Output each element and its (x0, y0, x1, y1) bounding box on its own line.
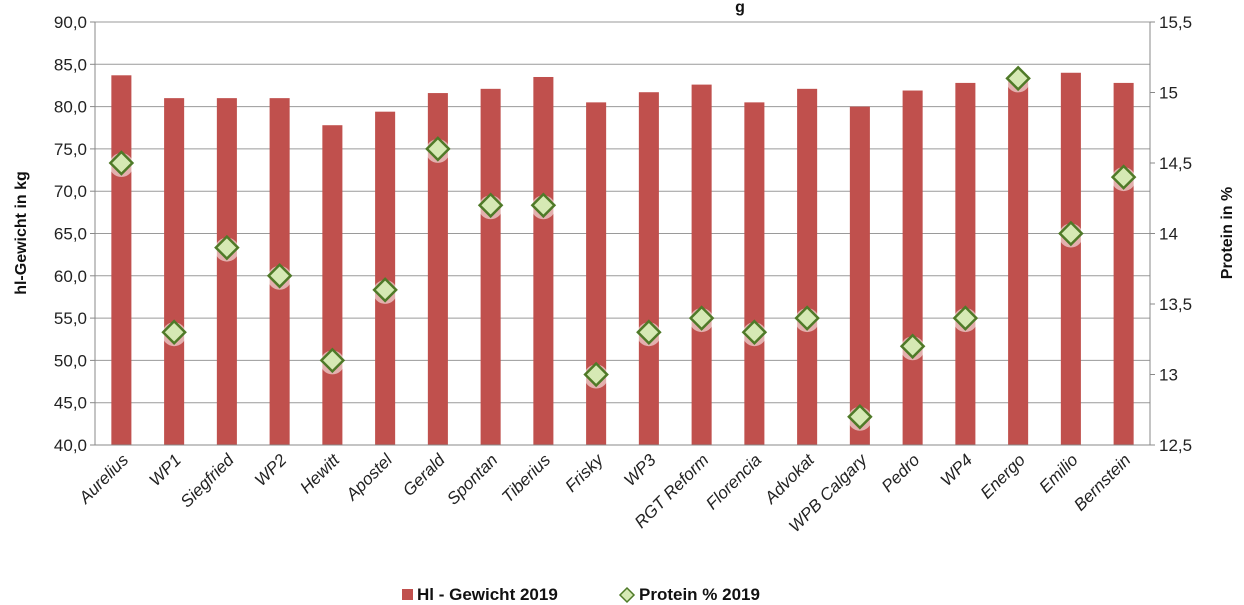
category-label: Siegfried (177, 450, 238, 511)
y2-axis-title: Protein in % (1219, 187, 1236, 279)
category-label: Florencia (702, 450, 765, 513)
protein-marker (847, 404, 873, 430)
protein-marker (214, 234, 240, 261)
protein-marker (425, 136, 451, 162)
legend-label-protein: Protein % 2019 (639, 585, 760, 604)
y-tick-label: 45,0 (54, 394, 87, 413)
category-label: Hewitt (296, 449, 344, 497)
bar (586, 102, 607, 446)
bar (533, 76, 554, 446)
legend-swatch-hl-gewicht (402, 589, 413, 600)
bar (849, 106, 870, 445)
y-tick-label: 40,0 (54, 436, 87, 455)
y-tick-label: 70,0 (54, 182, 87, 201)
legend-swatch-protein (618, 586, 636, 604)
bar (164, 98, 185, 445)
right-axis-ticks: 12,5 13 13,5 14 14,5 15 15,5 (1159, 13, 1192, 455)
bar (1008, 76, 1029, 446)
y-tick-label: 85,0 (54, 55, 87, 74)
protein-marker (161, 319, 187, 345)
y2-tick-label: 14,5 (1159, 154, 1192, 173)
protein-marker (794, 305, 820, 331)
y-tick-label: 55,0 (54, 309, 87, 328)
legend: Hl - Gewicht 2019 Protein % 2019 (402, 585, 760, 604)
bar (1060, 72, 1081, 445)
category-label: WP2 (251, 450, 291, 490)
category-label: Bernstein (1070, 450, 1134, 514)
y-tick-label: 60,0 (54, 267, 87, 286)
legend-label-hl-gewicht: Hl - Gewicht 2019 (417, 585, 558, 604)
y-tick-label: 75,0 (54, 140, 87, 159)
protein-marker (952, 305, 979, 331)
protein-marker (108, 150, 135, 176)
bar (427, 93, 448, 446)
axes (94, 22, 1151, 446)
protein-marker (372, 277, 398, 303)
bar (638, 92, 659, 445)
category-label: Emilio (1036, 450, 1082, 496)
y2-tick-label: 13 (1159, 366, 1178, 385)
category-label: WP4 (937, 450, 976, 489)
gridlines (90, 21, 1155, 446)
bar (955, 82, 976, 446)
bars (111, 72, 1134, 446)
protein-marker (636, 319, 662, 345)
y-tick-label: 80,0 (54, 98, 87, 117)
bar (744, 102, 765, 446)
protein-marker (1110, 164, 1137, 190)
category-label: Aurelius (75, 450, 133, 508)
y-tick-label: 90,0 (54, 13, 87, 32)
left-axis-ticks: 40,0 45,0 50,0 55,0 60,0 65,0 70,0 75,0 80,0 85,0… (54, 13, 87, 455)
category-label: Spontan (443, 450, 501, 508)
protein-marker (899, 333, 926, 360)
y-axis-title: hl-Gewicht in kg (13, 171, 30, 295)
bar (216, 98, 237, 445)
protein-marker (1005, 65, 1031, 92)
y2-tick-label: 14 (1159, 225, 1178, 244)
y2-tick-label: 13,5 (1159, 295, 1192, 314)
bar (322, 125, 343, 445)
protein-marker (583, 361, 609, 388)
category-label: Tiberius (498, 450, 554, 506)
category-label: WP3 (620, 450, 660, 490)
y2-tick-label: 15,5 (1159, 13, 1192, 32)
category-label: WP1 (145, 450, 184, 489)
protein-markers (108, 65, 1137, 431)
bar (111, 75, 132, 445)
chart-title-fragment: g (735, 0, 745, 16)
y2-tick-label: 15 (1159, 84, 1178, 103)
protein-marker (741, 319, 768, 345)
protein-marker (530, 192, 557, 219)
bar (691, 84, 712, 445)
protein-marker (688, 305, 715, 331)
y-tick-label: 50,0 (54, 351, 87, 370)
protein-marker (477, 192, 504, 219)
protein-marker (266, 263, 293, 289)
category-label: Gerald (399, 450, 449, 500)
protein-marker (1058, 220, 1084, 247)
bar (797, 88, 818, 446)
category-label: Apostel (342, 450, 397, 505)
bar (902, 90, 923, 445)
category-label: Frisky (561, 449, 608, 496)
y2-tick-label: 12,5 (1159, 436, 1192, 455)
category-label: Energo (977, 450, 1029, 502)
bar (480, 88, 501, 446)
y-tick-label: 65,0 (54, 225, 87, 244)
protein-marker (319, 347, 346, 374)
category-label: Pedro (878, 450, 924, 496)
bar (1113, 82, 1134, 446)
